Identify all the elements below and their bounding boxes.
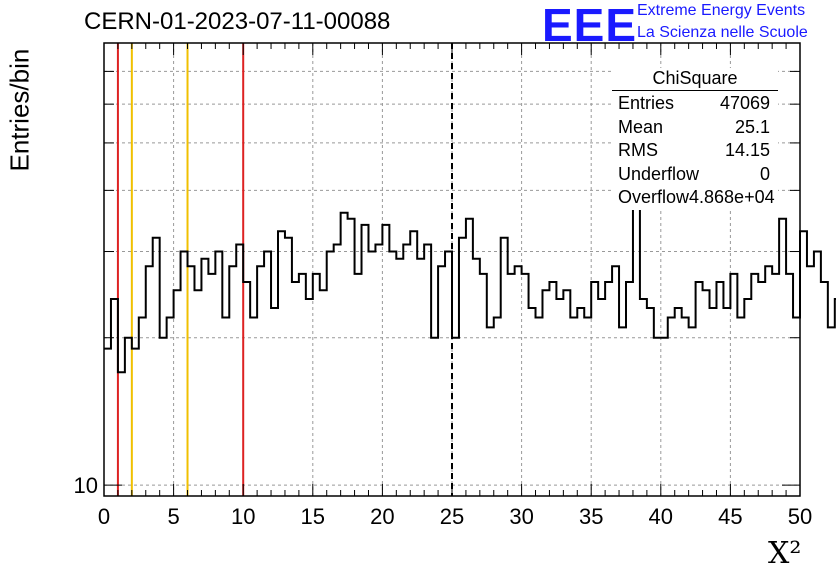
x-tick-label: 30 xyxy=(509,504,533,529)
reference-lines xyxy=(116,43,453,496)
stats-value: 14.15 xyxy=(724,140,770,160)
x-tick-label: 45 xyxy=(718,504,742,529)
stats-value: 47069 xyxy=(719,93,770,113)
x-axis: 0 5 10 15 20 25 30 35 40 45 50 xyxy=(98,43,812,529)
stats-value: 25.1 xyxy=(734,116,770,137)
stats-row: Overflow 4.868e+04 xyxy=(612,186,778,210)
x-tick-label: 50 xyxy=(788,504,812,529)
stats-label: Entries xyxy=(618,93,675,113)
stats-label: Underflow xyxy=(618,163,700,184)
x-tick-label: 35 xyxy=(579,504,603,529)
run-title: CERN-01-2023-07-11-00088 xyxy=(84,8,391,35)
logo-line-2: La Scienza nelle Scuole xyxy=(637,24,808,41)
stats-row: Underflow 0 xyxy=(612,163,778,187)
stats-value: 4.868e+04 xyxy=(689,187,775,207)
y-axis: 10 xyxy=(74,42,800,498)
eee-logo: EEE xyxy=(542,0,638,51)
y-tick-label: 10 xyxy=(74,473,98,498)
x-axis-label: X² xyxy=(768,536,802,571)
y-axis-label: Entries/bin xyxy=(4,48,35,172)
stats-label: Mean xyxy=(618,116,664,137)
stats-box: ChiSquare Entries 47069 Mean 25.1 RMS 14.15… xyxy=(612,68,778,210)
stats-label: Overflow xyxy=(618,187,690,207)
x-tick-label: 0 xyxy=(98,504,110,529)
x-tick-label: 10 xyxy=(231,504,255,529)
x-tick-label: 25 xyxy=(440,504,464,529)
stats-row: Entries 47069 xyxy=(612,92,778,116)
x-tick-label: 20 xyxy=(370,504,394,529)
histogram-series xyxy=(104,205,836,374)
stats-title: ChiSquare xyxy=(612,68,778,91)
stats-row: RMS 14.15 xyxy=(612,139,778,163)
stats-value: 0 xyxy=(759,163,770,184)
stats-label: RMS xyxy=(618,140,658,160)
logo-line-1: Extreme Energy Events xyxy=(637,2,806,19)
stats-row: Mean 25.1 xyxy=(612,116,778,140)
x-tick-label: 40 xyxy=(649,504,673,529)
x-tick-label: 5 xyxy=(167,504,179,529)
x-tick-label: 15 xyxy=(301,504,325,529)
